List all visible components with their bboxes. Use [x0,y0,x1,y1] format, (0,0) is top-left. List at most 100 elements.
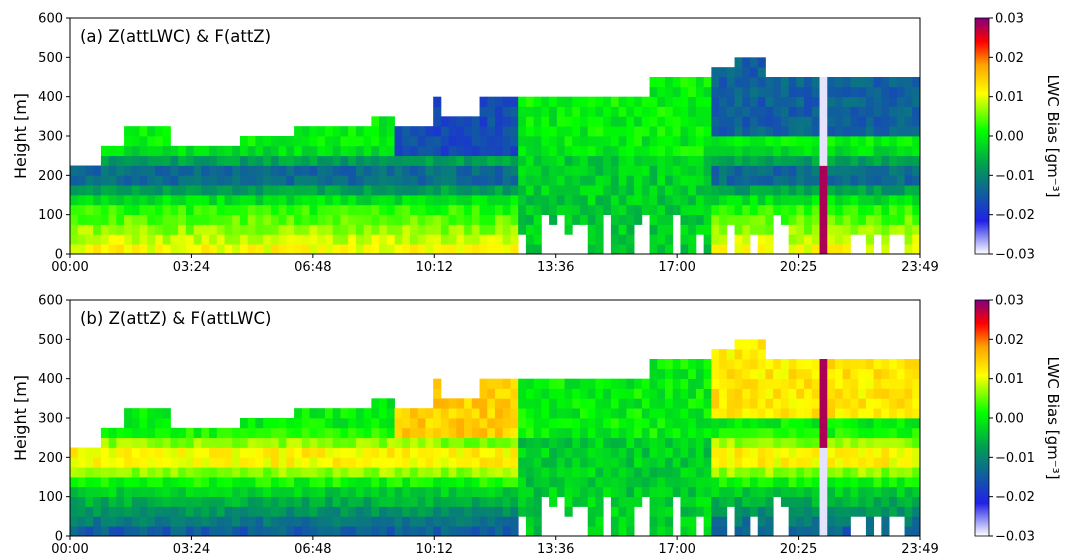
heatmap-cell [85,477,94,488]
heatmap-cell [587,185,596,196]
heatmap-cell [440,214,450,225]
heatmap-cell [410,427,419,439]
heatmap-cell [124,244,133,255]
heatmap-cell [371,437,380,448]
heatmap-cell [355,126,365,137]
heatmap-cell [665,457,674,468]
heatmap-cell [896,506,905,517]
heatmap-cell [139,447,148,458]
heatmap-cell [510,388,519,399]
heatmap-cell [641,398,650,409]
heatmap-cell [518,418,527,429]
heatmap-cell [610,467,620,478]
heatmap-cell [788,398,797,409]
heatmap-cell [487,418,496,429]
heatmap-cell [610,398,620,409]
heatmap-cell [124,155,133,166]
heatmap-cell [139,145,148,157]
heatmap-cell [641,165,650,176]
heatmap-cell [417,486,426,498]
heatmap-cell [286,477,295,488]
heatmap-cell [850,437,859,448]
heatmap-cell [209,195,218,206]
heatmap-cell [433,145,442,157]
heatmap-cell [448,195,457,206]
heatmap-cell [811,398,820,409]
heatmap-cell [170,447,179,458]
heatmap-cell [572,496,581,507]
heatmap-cell [270,155,280,166]
heatmap-cell [580,388,589,399]
heatmap-cell [139,516,148,527]
heatmap-cell [371,477,380,488]
heatmap-cell [410,234,419,245]
heatmap-cell [572,106,581,117]
heatmap-cell [348,145,357,157]
heatmap-cell [255,234,264,245]
heatmap-cell [116,244,125,255]
heatmap-cell [842,204,851,216]
heatmap-cell [433,244,442,255]
heatmap-cell [726,86,735,98]
heatmap-cell [224,447,233,458]
heatmap-cell [711,457,720,468]
heatmap-cell [301,506,310,517]
heatmap-cell [386,234,395,245]
heatmap-cell [780,398,790,409]
heatmap-cell [464,437,473,448]
heatmap-cell [100,457,110,468]
heatmap-cell [595,136,604,147]
heatmap-cell [757,214,766,225]
heatmap-cell [301,165,310,176]
heatmap-cell [386,126,395,137]
heatmap-cell [680,408,689,419]
heatmap-cell [858,224,867,235]
heatmap-cell [471,408,480,419]
heatmap-cell [100,496,110,507]
heatmap-cell [595,496,604,507]
heatmap-cell [665,86,674,98]
heatmap-cell [510,234,519,245]
heatmap-cell [155,145,164,157]
heatmap-cell [819,195,828,206]
heatmap-cell [471,116,480,127]
heatmap-cell [139,408,148,419]
heatmap-cell [448,486,457,498]
heatmap-cell [70,195,79,206]
heatmap-cell [680,457,689,468]
heatmap-cell [317,467,326,478]
heatmap-cell [100,516,110,527]
heatmap-cell [502,526,511,537]
heatmap-cell [610,175,620,186]
heatmap-cell [541,388,550,399]
heatmap-cell [757,136,766,147]
heatmap-cell [348,155,357,166]
heatmap-cell [209,496,218,507]
heatmap-cell [765,486,774,498]
heatmap-cell [410,155,419,166]
heatmap-cell [332,447,341,458]
heatmap-cell [371,418,380,429]
heatmap-cell [618,408,627,419]
heatmap-cell [379,224,388,235]
heatmap-cell [796,244,805,255]
heatmap-cell [719,398,728,409]
heatmap-cell [595,224,604,235]
heatmap-cell [124,408,133,419]
heatmap-cell [131,408,140,419]
heatmap-cell [603,486,612,498]
heatmap-cell [487,224,496,235]
heatmap-cell [355,155,365,166]
heatmap-cell [379,145,388,157]
heatmap-cell [858,506,867,517]
heatmap-cell [456,526,465,537]
heatmap-cell [672,359,681,370]
heatmap-cell [178,516,187,527]
heatmap-cell [193,477,202,488]
heatmap-cell [734,106,743,117]
heatmap-cell [672,204,681,216]
heatmap-cell [178,526,187,537]
heatmap-cell [703,418,712,429]
heatmap-cell [757,185,766,196]
heatmap-cell [170,224,179,235]
